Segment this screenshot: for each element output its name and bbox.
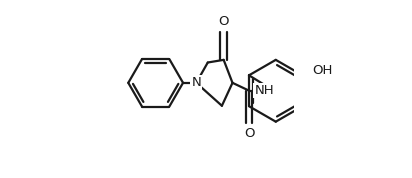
Text: O: O [244,127,255,140]
Text: OH: OH [312,64,332,77]
Text: NH: NH [255,84,274,97]
Text: N: N [192,76,201,89]
Text: O: O [218,15,229,28]
